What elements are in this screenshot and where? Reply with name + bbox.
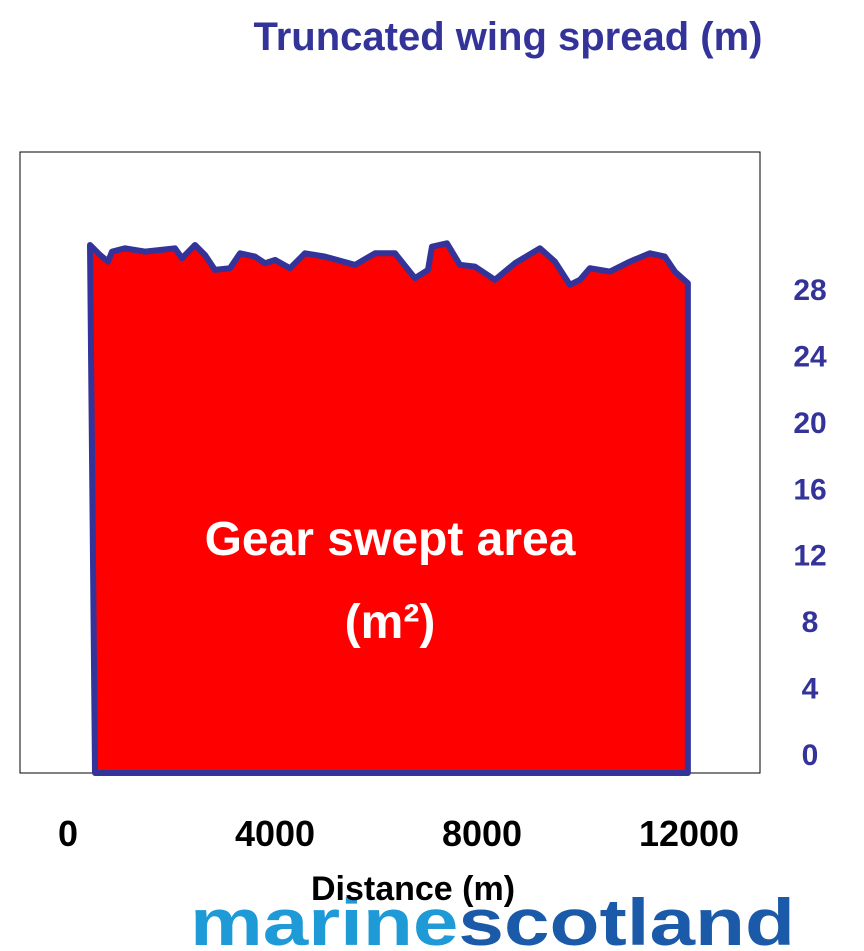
y-tick-label: 8 <box>802 606 819 639</box>
x-tick-label: 8000 <box>442 813 522 854</box>
annotation: Gear swept area <box>205 513 576 566</box>
y-tick-label: 12 <box>793 540 826 573</box>
chart-title: Truncated wing spread (m) <box>254 15 763 59</box>
y-tick-label: 20 <box>793 407 826 440</box>
x-tick-label: 4000 <box>235 813 315 854</box>
area <box>87 240 691 776</box>
y-tick-label: 24 <box>793 340 827 373</box>
y-tick-label: 28 <box>793 274 826 307</box>
x-tick-label: 0 <box>58 813 78 854</box>
y-tick-label: 4 <box>802 673 819 706</box>
annotation: (m²) <box>345 596 436 649</box>
logo-part: scotland <box>458 885 795 951</box>
x-tick-label: 12000 <box>639 813 739 854</box>
y-tick-label: 16 <box>793 473 826 506</box>
x-axis-label: Distance (m) <box>311 870 515 908</box>
logo-part: marine <box>190 885 458 951</box>
y-tick-label: 0 <box>802 739 819 772</box>
logo: marine scotland <box>190 885 795 951</box>
